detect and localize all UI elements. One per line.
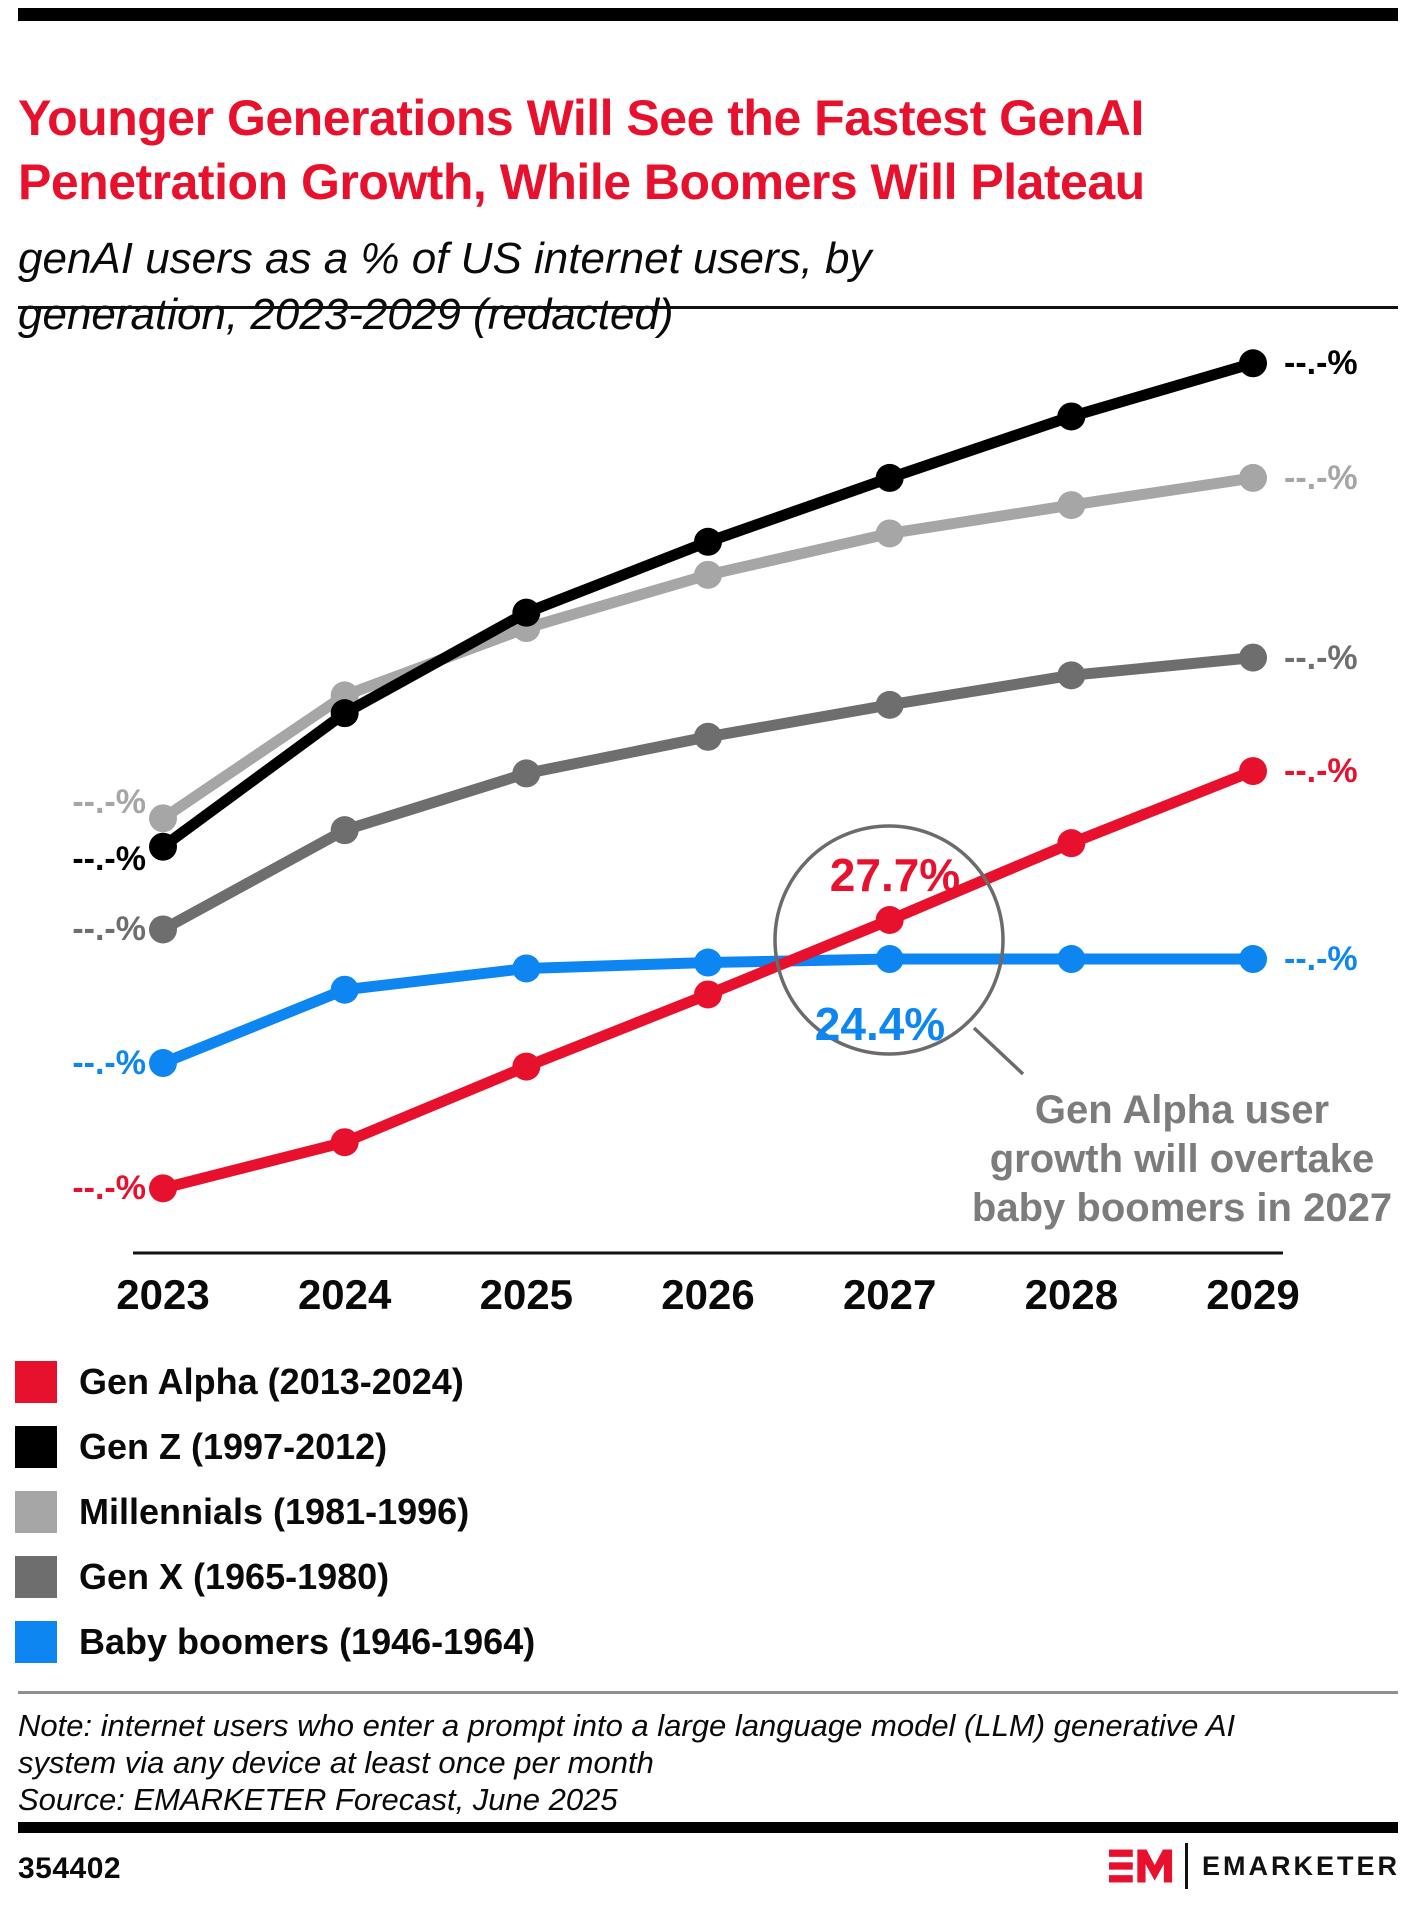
series-line-gen-z [157,357,1259,853]
brand-logo: EMARKETER [1108,1840,1400,1892]
data-point-millennials-2026 [694,560,723,589]
legend-item-gen-x: Gen X (1965-1980) [15,1544,535,1609]
data-point-gen-x-2028 [1057,661,1086,690]
legend-item-baby-boomers: Baby boomers (1946-1964) [15,1609,535,1674]
annotation-pointer-line [972,1026,1025,1076]
data-point-gen-x-2024 [330,816,359,845]
data-point-baby-boomers-2025 [512,954,541,983]
legend: Gen Alpha (2013-2024) Gen Z (1997-2012) … [15,1349,535,1674]
data-point-gen-x-2023 [149,915,177,944]
header-divider [18,306,1398,309]
emarketer-logomark-icon [1108,1849,1173,1883]
legend-swatch-millennials [15,1490,57,1533]
bottom-bar [18,1822,1398,1833]
chart-id: 354402 [18,1852,122,1885]
data-point-millennials-2029 [1239,463,1268,492]
data-point-gen-z-2026 [694,527,723,556]
x-tick-2029: 2029 [1206,1271,1300,1318]
x-tick-2028: 2028 [1024,1271,1119,1318]
legend-item-gen-alpha: Gen Alpha (2013-2024) [15,1349,535,1414]
series-line-gen-x [157,652,1259,935]
data-point-gen-alpha-2023 [149,1174,177,1203]
baby-boomers-2027-value: 24.4% [814,998,946,1050]
footnote: Note: internet users who enter a prompt … [18,1707,1410,1818]
x-tick-2024: 2024 [297,1271,392,1318]
data-point-gen-z-2024 [330,699,359,728]
x-tick-2026: 2026 [661,1271,755,1318]
source-line: Source: EMARKETER Forecast, June 2025 [18,1782,618,1817]
redacted-value-left-gen-z: --.-% [72,839,146,878]
data-point-gen-alpha-2026 [694,980,723,1009]
annotation-note-line: baby boomers in 2027 [971,1186,1393,1230]
redacted-value-left-baby-boomers: --.-% [72,1044,146,1083]
data-point-gen-alpha-2025 [512,1052,541,1081]
data-point-millennials-2027 [875,519,904,548]
legend-item-gen-z: Gen Z (1997-2012) [15,1414,535,1479]
redacted-value-right-gen-alpha: --.-% [1284,752,1358,791]
gen-alpha-2027-value: 27.7% [829,849,961,901]
data-point-baby-boomers-2023 [149,1049,177,1078]
data-point-gen-z-2029 [1239,349,1268,378]
x-tick-2027: 2027 [842,1271,937,1318]
legend-label: Baby boomers (1946-1964) [79,1620,536,1662]
redacted-value-left-gen-alpha: --.-% [72,1169,146,1208]
redacted-value-right-millennials: --.-% [1284,458,1358,497]
chart-title: Younger Generations Will See the Fastest… [18,89,1145,210]
data-point-gen-x-2025 [512,759,541,788]
data-point-gen-alpha-2028 [1057,829,1086,858]
data-point-gen-alpha-2024 [330,1128,359,1157]
redacted-value-left-millennials: --.-% [72,783,146,822]
legend-label: Millennials (1981-1996) [79,1490,470,1532]
data-point-gen-z-2025 [512,598,541,627]
data-point-gen-z-2027 [875,463,904,492]
brand-divider [1184,1843,1188,1889]
data-point-gen-alpha-2027 [875,906,904,934]
redacted-value-right-gen-x: --.-% [1284,638,1358,677]
data-point-baby-boomers-2027 [875,945,904,974]
x-tick-2023: 2023 [116,1271,210,1318]
data-point-millennials-2028 [1057,491,1086,520]
legend-label: Gen Alpha (2013-2024) [79,1360,464,1402]
data-point-gen-x-2027 [875,690,904,719]
data-point-millennials-2023 [149,804,177,833]
data-point-gen-x-2029 [1239,643,1268,672]
legend-swatch-gen-alpha [15,1360,57,1403]
x-tick-2025: 2025 [479,1271,574,1318]
legend-label: Gen Z (1997-2012) [79,1425,388,1467]
legend-swatch-baby-boomers [15,1620,57,1663]
data-point-baby-boomers-2029 [1239,945,1268,974]
legend-swatch-gen-x [15,1555,57,1598]
data-point-baby-boomers-2026 [694,948,723,977]
legend-label: Gen X (1965-1980) [79,1555,390,1597]
data-point-gen-alpha-2029 [1239,757,1268,786]
annotation-note: Gen Alpha user growth will overtake baby… [952,1086,1412,1233]
chart-subtitle: genAI users as a % of US internet users,… [18,233,872,339]
legend-item-millennials: Millennials (1981-1996) [15,1479,535,1544]
redacted-value-right-gen-z: --.-% [1284,344,1358,383]
footer-divider [18,1691,1398,1694]
footnote-line: Note: internet users who enter a prompt … [18,1708,1236,1743]
redacted-value-left-gen-x: --.-% [72,910,146,949]
annotation-note-line: Gen Alpha user [1034,1088,1330,1132]
annotation-note-line: growth will overtake [989,1137,1375,1181]
top-accent-bar [18,8,1398,21]
data-point-gen-z-2023 [149,832,177,861]
redacted-value-right-baby-boomers: --.-% [1284,940,1358,978]
data-point-baby-boomers-2024 [330,975,359,1004]
legend-swatch-gen-z [15,1425,57,1468]
footnote-line: system via any device at least once per … [18,1745,654,1780]
brand-wordmark: EMARKETER [1201,1850,1400,1881]
data-point-baby-boomers-2028 [1057,945,1086,974]
data-point-gen-x-2026 [694,722,723,751]
data-point-gen-z-2028 [1057,402,1086,431]
annotation-circle [773,824,1005,1056]
